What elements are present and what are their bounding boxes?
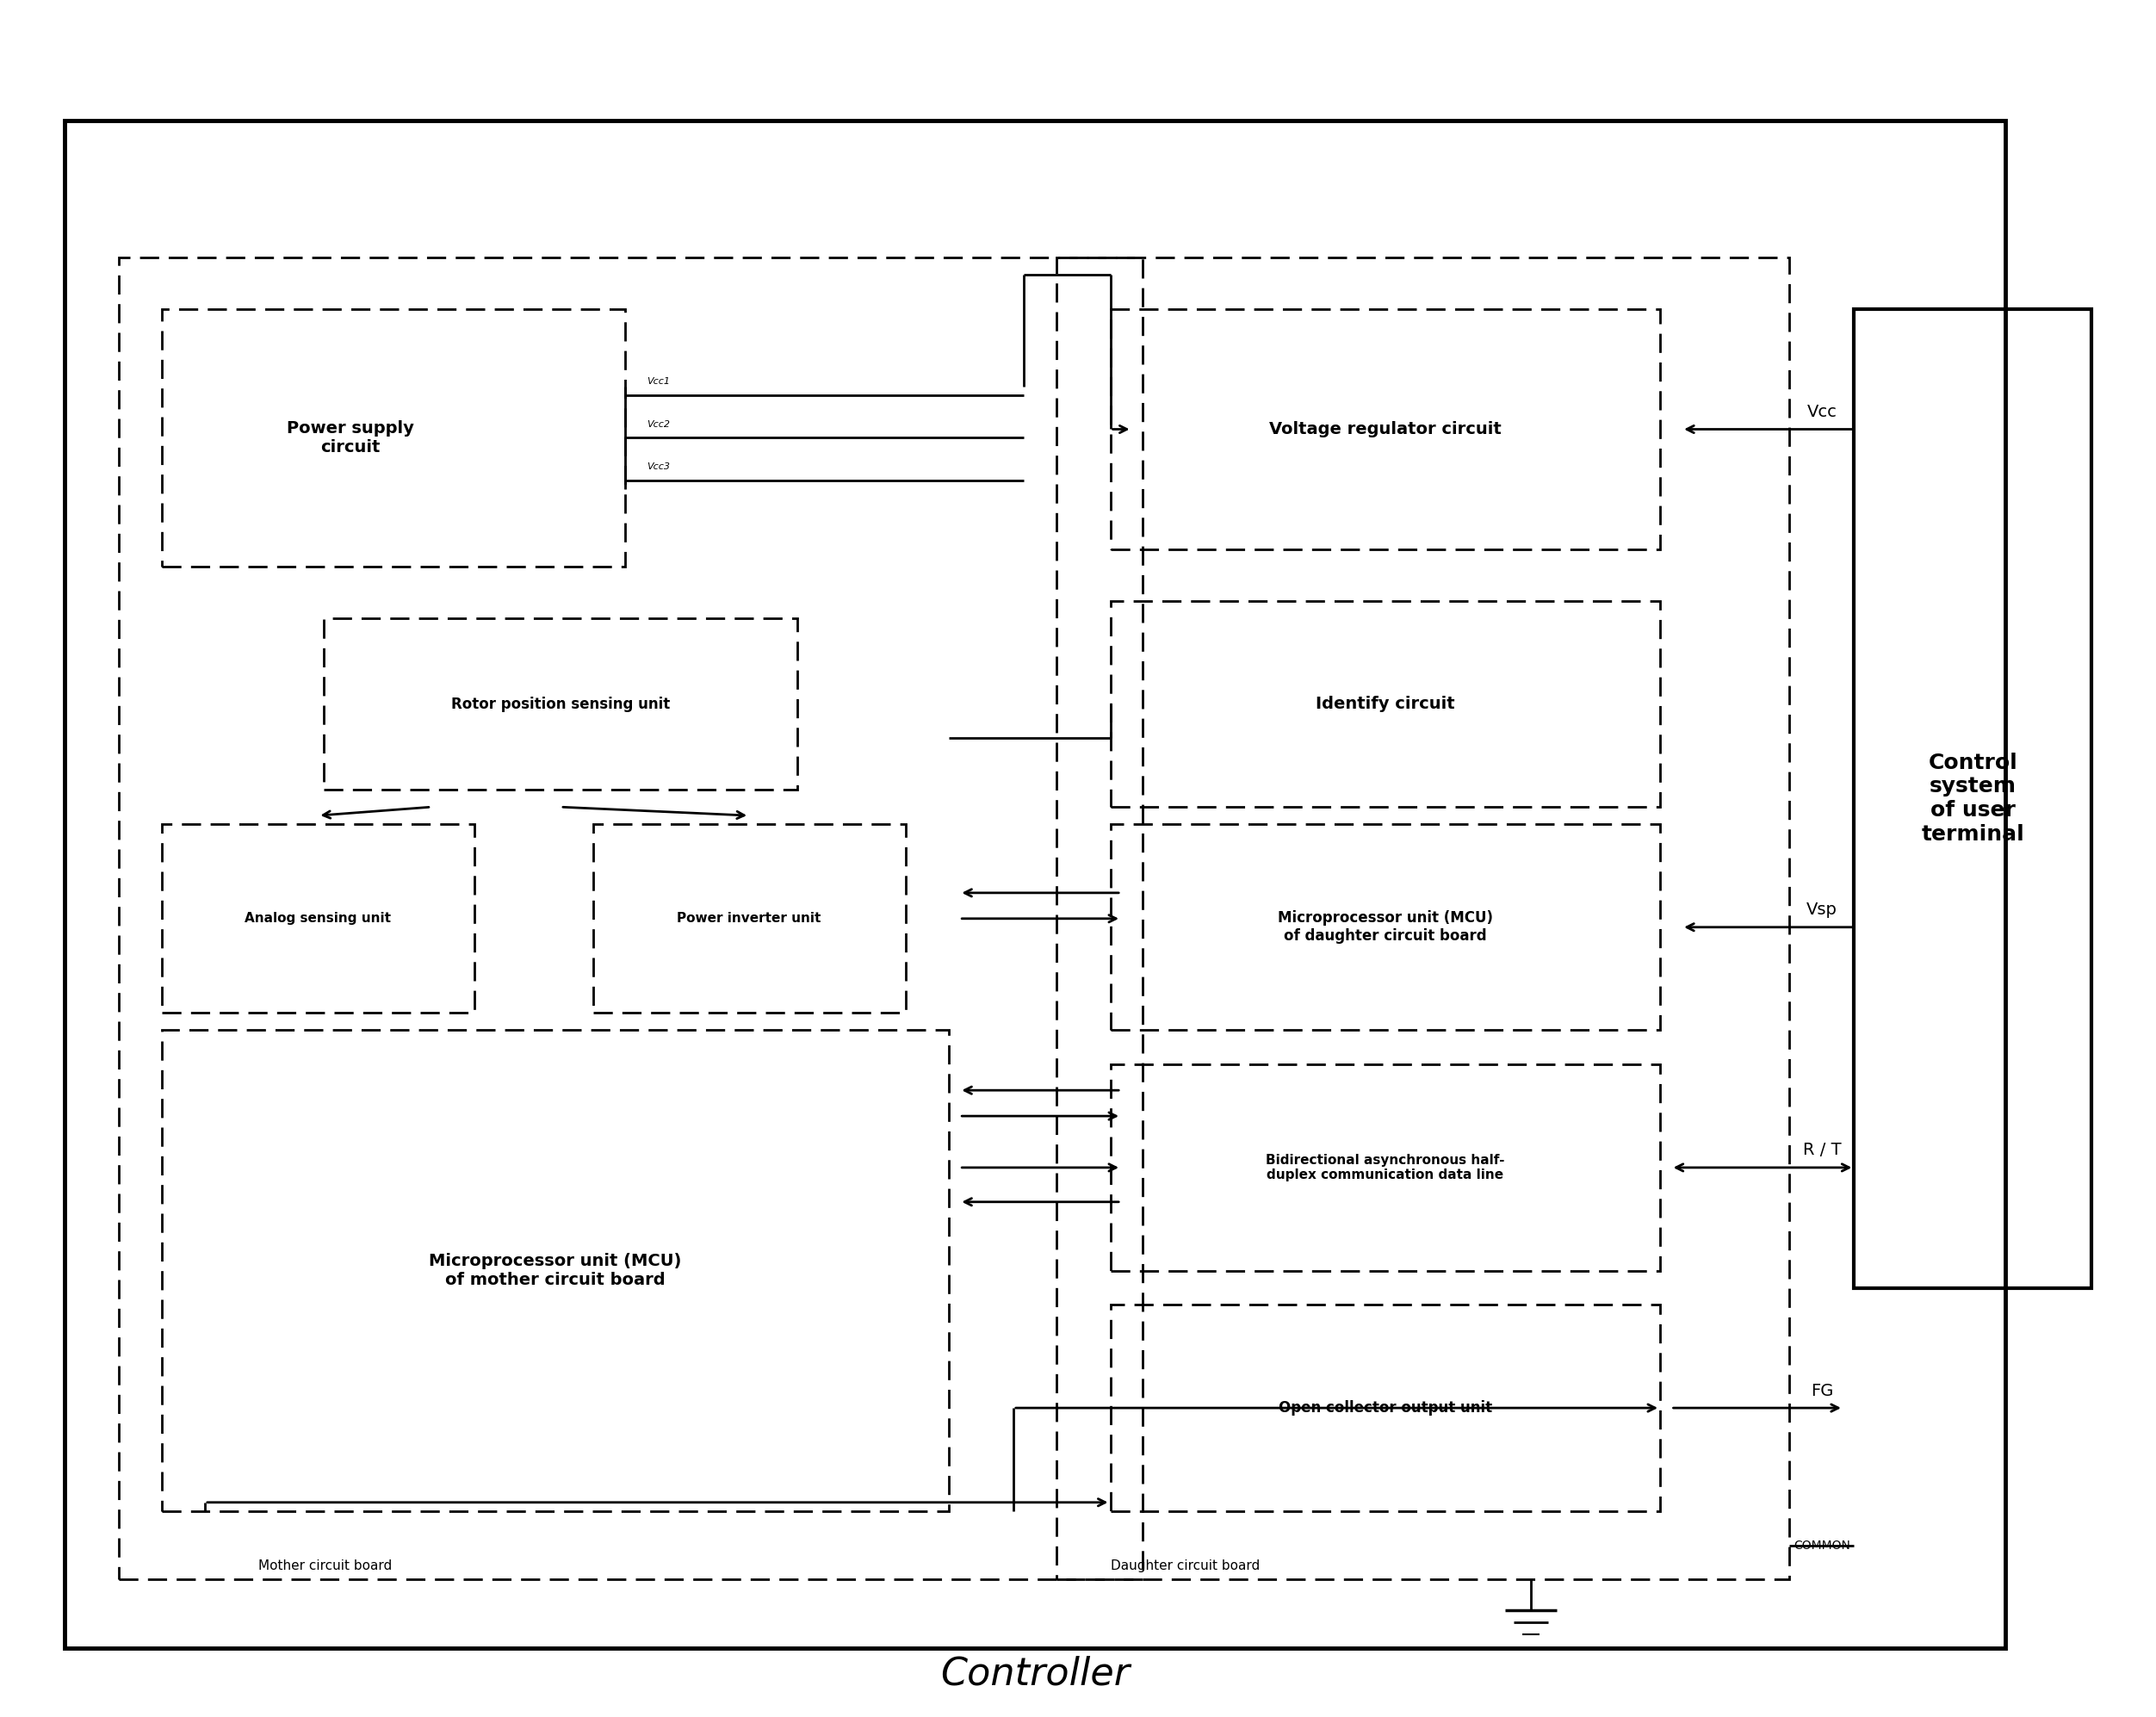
Text: Vcc1: Vcc1 <box>647 376 671 386</box>
Text: Power supply
circuit: Power supply circuit <box>287 421 414 455</box>
Text: FG: FG <box>1811 1382 1833 1399</box>
Text: Microprocessor unit (MCU)
of daughter circuit board: Microprocessor unit (MCU) of daughter ci… <box>1279 910 1492 944</box>
Text: Controller: Controller <box>940 1655 1130 1693</box>
Text: Microprocessor unit (MCU)
of mother circuit board: Microprocessor unit (MCU) of mother circ… <box>429 1253 681 1288</box>
Text: Analog sensing unit: Analog sensing unit <box>246 912 390 925</box>
Text: Power inverter unit: Power inverter unit <box>677 912 821 925</box>
Text: Voltage regulator circuit: Voltage regulator circuit <box>1270 421 1501 438</box>
Text: Control
system
of user
terminal: Control system of user terminal <box>1921 752 2024 845</box>
Text: Daughter circuit board: Daughter circuit board <box>1110 1559 1259 1573</box>
Text: Mother circuit board: Mother circuit board <box>259 1559 392 1573</box>
Text: Vsp: Vsp <box>1807 901 1837 919</box>
Text: Vcc2: Vcc2 <box>647 419 671 429</box>
Text: Identify circuit: Identify circuit <box>1315 695 1455 713</box>
Text: Vcc: Vcc <box>1807 403 1837 421</box>
Text: Open collector output unit: Open collector output unit <box>1279 1399 1492 1417</box>
Text: R / T: R / T <box>1802 1142 1841 1159</box>
Text: Vcc3: Vcc3 <box>647 462 671 472</box>
Text: Rotor position sensing unit: Rotor position sensing unit <box>451 695 671 713</box>
Text: COMMON: COMMON <box>1794 1538 1850 1552</box>
Text: Bidirectional asynchronous half-
duplex communication data line: Bidirectional asynchronous half- duplex … <box>1266 1154 1505 1181</box>
